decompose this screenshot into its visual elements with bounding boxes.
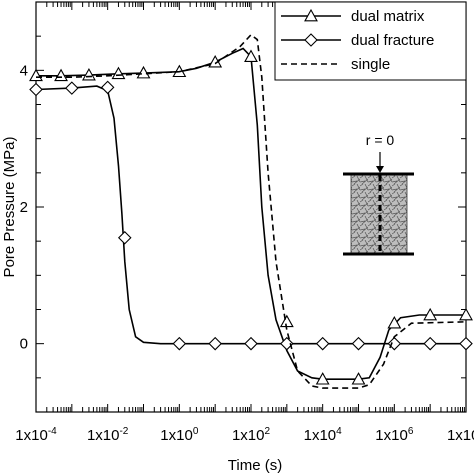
legend-label-dual-matrix: dual matrix <box>351 8 425 25</box>
series-line-single <box>36 33 467 389</box>
data-point-dual-fracture <box>244 336 258 351</box>
legend-marker-dual-matrix <box>304 8 318 22</box>
data-point-dual-matrix <box>423 307 438 321</box>
x-tick-label: 1x100 <box>160 426 199 444</box>
data-point-dual-fracture <box>65 81 79 95</box>
data-point-dual-matrix <box>244 49 258 63</box>
data-point-dual-fracture <box>387 336 402 351</box>
x-tick-label: 1x10-4 <box>15 426 57 444</box>
data-point-dual-matrix <box>279 314 294 328</box>
data-point-dual-matrix <box>136 65 151 79</box>
x-tick-label: 1x108 <box>447 426 474 444</box>
legend-label-single: single <box>351 56 390 73</box>
legend: dual matrix dual fracture single <box>274 1 467 81</box>
y-tick-label: 0 <box>20 336 28 353</box>
data-point-dual-fracture <box>459 336 473 351</box>
data-point-dual-fracture <box>100 80 115 95</box>
data-point-dual-matrix <box>81 67 96 81</box>
series-line-dual-matrix <box>36 47 466 380</box>
data-point-dual-fracture <box>208 336 222 351</box>
data-point-dual-fracture <box>172 336 187 351</box>
x-tick-label: 1x10-2 <box>87 426 129 444</box>
data-point-dual-fracture <box>423 336 437 351</box>
down-arrow-icon <box>376 166 384 173</box>
y-axis-title: Pore Pressure (MPa) <box>1 137 18 278</box>
data-point-dual-fracture <box>29 82 43 97</box>
data-point-dual-fracture <box>351 336 366 351</box>
data-point-dual-matrix <box>387 316 402 329</box>
data-point-dual-fracture <box>315 336 330 351</box>
data-point-dual-fracture <box>117 230 132 245</box>
data-point-dual-fracture <box>280 336 294 351</box>
legend-label-dual-fracture: dual fracture <box>351 32 434 49</box>
x-tick-label: 1x106 <box>375 426 414 444</box>
x-tick-label: 1x102 <box>232 426 271 444</box>
data-point-dual-matrix <box>351 372 366 385</box>
data-point-dual-matrix <box>111 66 126 80</box>
series-dual-fracture <box>29 80 473 351</box>
series-single <box>36 33 467 389</box>
sample-cylinder-inset: r = 0 <box>343 132 414 256</box>
legend-marker-dual-fracture <box>304 33 318 47</box>
x-tick-label: 1x104 <box>304 426 343 444</box>
annotation-r0: r = 0 <box>366 132 395 148</box>
series-layer <box>29 33 473 389</box>
x-axis-title: Time (s) <box>228 457 282 474</box>
data-point-dual-matrix <box>315 372 330 385</box>
y-tick-label: 4 <box>20 62 28 79</box>
data-point-dual-matrix <box>459 307 473 321</box>
y-tick-label: 2 <box>20 199 28 216</box>
